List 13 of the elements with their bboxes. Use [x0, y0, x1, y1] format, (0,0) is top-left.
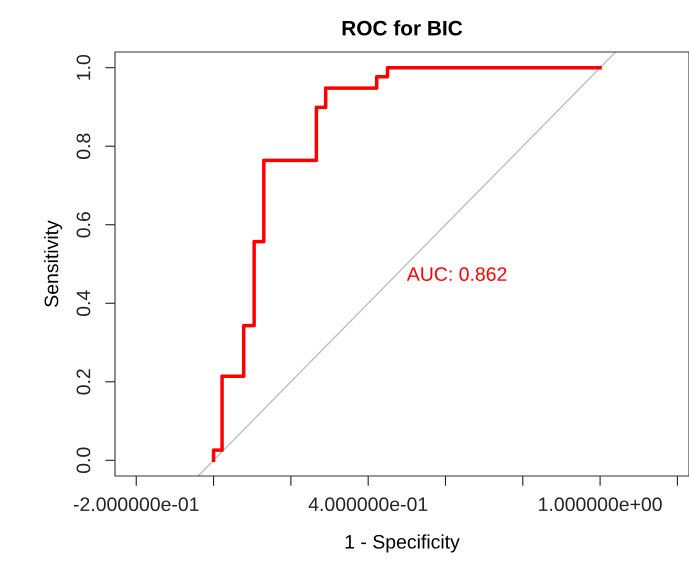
y-tick-label: 1.0 [76, 54, 90, 80]
y-tick-label: 0.2 [76, 369, 90, 395]
y-tick-label: 0.4 [76, 290, 90, 316]
y-tick-label: 0.8 [76, 134, 90, 159]
x-tick-label: 4.000000e-01 [308, 497, 428, 512]
x-tick-label: -2.000000e-01 [74, 497, 199, 512]
chart-title: ROC for BIC [342, 20, 462, 36]
x-tick-label: 1.000000e+00 [539, 497, 662, 512]
annotation: AUC: 0.862 [406, 267, 506, 281]
x-axis-title: 1 - Specificity [346, 534, 460, 553]
y-tick-label: 0.0 [76, 448, 90, 474]
y-axis-title: Sensitivity [44, 220, 62, 307]
y-tick-label: 0.6 [76, 212, 90, 238]
